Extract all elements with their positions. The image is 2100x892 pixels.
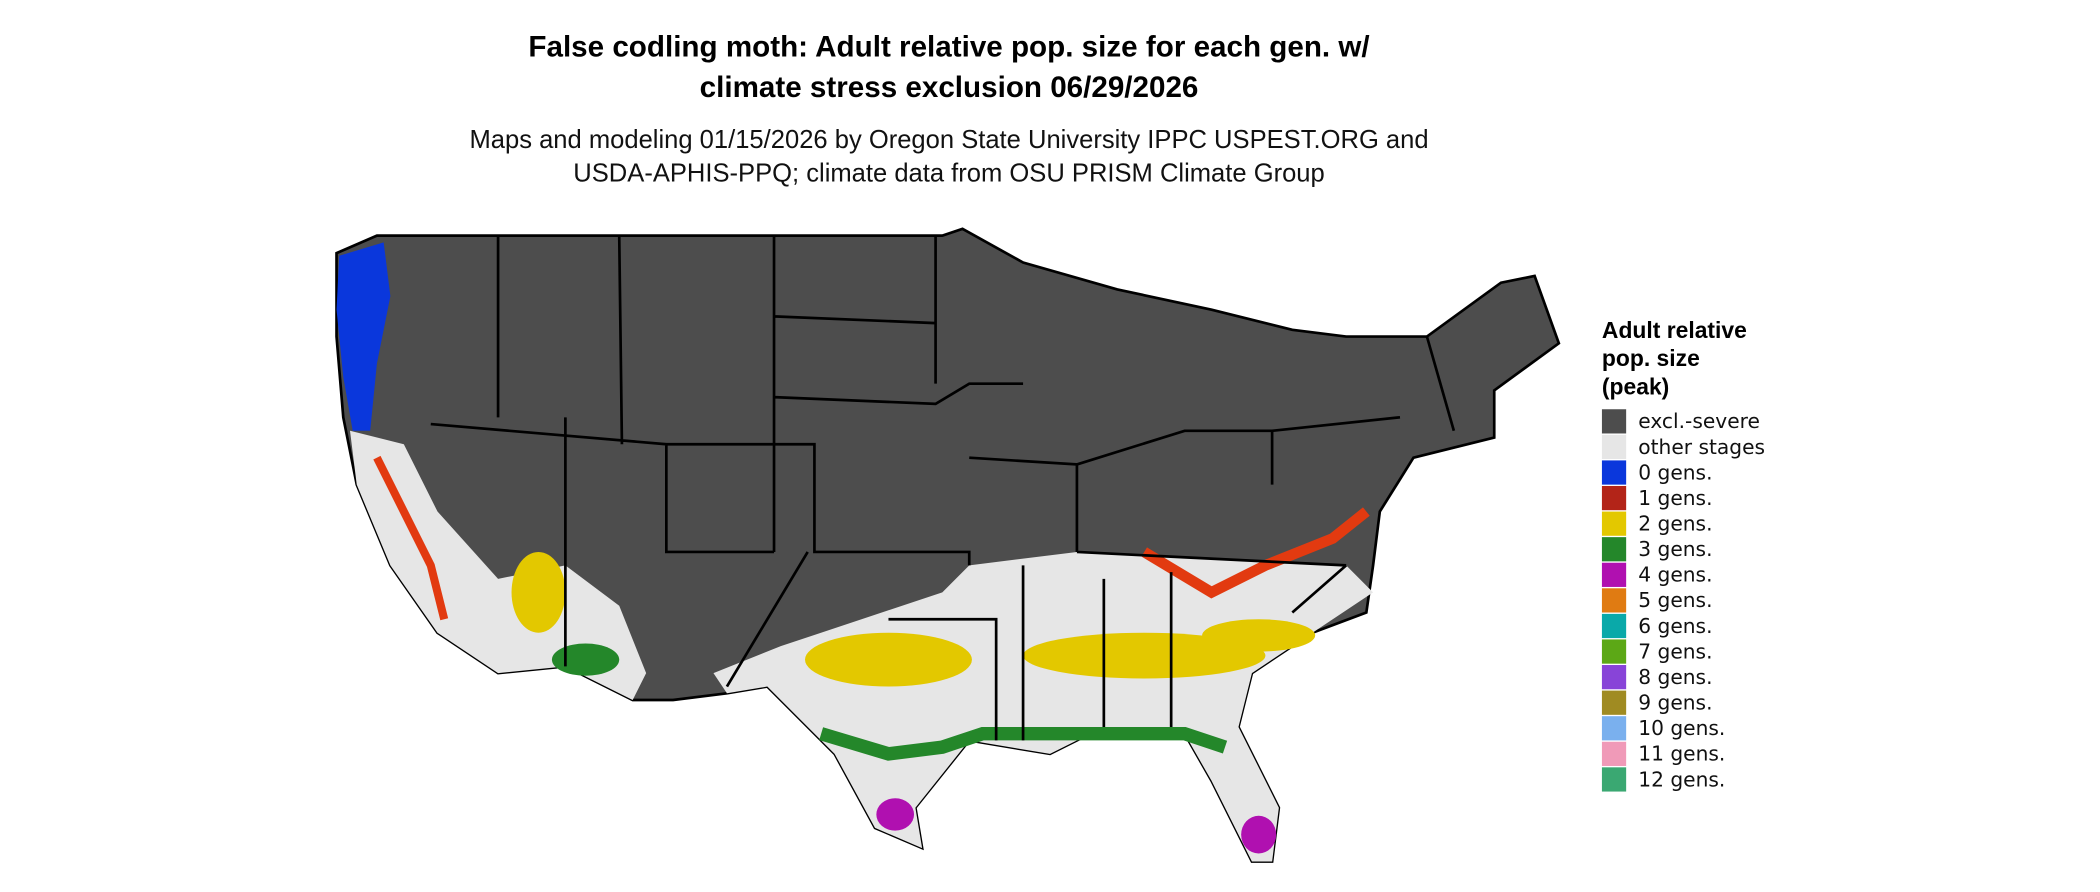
legend-label: 10 gens.: [1638, 716, 1725, 740]
legend-swatch: [1601, 588, 1627, 613]
gen-band: [805, 632, 972, 687]
gen-band: [373, 455, 449, 621]
legend-label: 9 gens.: [1638, 691, 1712, 715]
legend-swatch: [1601, 690, 1627, 715]
legend-label: 4 gens.: [1638, 563, 1712, 587]
gen-band: [1023, 632, 1266, 679]
legend-label: 12 gens.: [1638, 767, 1725, 791]
gen-band: [551, 643, 620, 676]
us-map: [335, 227, 1561, 863]
legend-swatch: [1601, 665, 1627, 690]
subtitle-line: Maps and modeling 01/15/2026 by Oregon S…: [469, 126, 1428, 154]
legend-title: pop. size: [1602, 345, 1700, 371]
legend-swatch: [1601, 767, 1627, 792]
subtitle-line: USDA-APHIS-PPQ; climate data from OSU PR…: [573, 160, 1324, 188]
legend-swatch: [1601, 741, 1627, 766]
gen-band: [876, 798, 915, 831]
legend-swatch: [1601, 409, 1627, 434]
legend-swatch: [1601, 639, 1627, 664]
legend-label: 3 gens.: [1638, 537, 1712, 561]
legend-label: 8 gens.: [1638, 665, 1712, 689]
legend-label: 11 gens.: [1638, 742, 1725, 766]
legend-title: Adult relative: [1602, 317, 1747, 343]
gen-band: [336, 242, 391, 431]
legend-label: other stages: [1638, 435, 1765, 459]
legend-swatch: [1601, 613, 1627, 639]
title-line: False codling moth: Adult relative pop. …: [528, 31, 1369, 64]
legend-swatch: [1601, 460, 1627, 485]
legend-label: 2 gens.: [1638, 512, 1712, 536]
legend: Adult relative pop. size (peak) excl.-se…: [1601, 317, 1765, 792]
legend-swatch: [1601, 562, 1627, 587]
legend-swatch: [1601, 511, 1627, 536]
legend-title: (peak): [1602, 373, 1669, 399]
title-line: climate stress exclusion 06/29/2026: [700, 71, 1199, 104]
legend-swatch: [1601, 537, 1627, 562]
legend-label: 1 gens.: [1638, 486, 1712, 510]
legend-label: excl.-severe: [1638, 409, 1760, 433]
legend-swatch: [1601, 716, 1627, 741]
legend-swatch: [1601, 434, 1627, 460]
legend-swatch: [1601, 485, 1627, 511]
gen-band: [1202, 619, 1316, 652]
legend-label: 5 gens.: [1638, 588, 1712, 612]
legend-label: 0 gens.: [1638, 460, 1712, 484]
legend-label: 6 gens.: [1638, 614, 1712, 638]
gen-band: [1241, 815, 1277, 854]
gen-band: [1141, 507, 1370, 599]
legend-label: 7 gens.: [1638, 639, 1712, 663]
gen-band: [511, 551, 566, 633]
gen-band: [819, 726, 1228, 761]
other-stages-region: [350, 430, 647, 701]
